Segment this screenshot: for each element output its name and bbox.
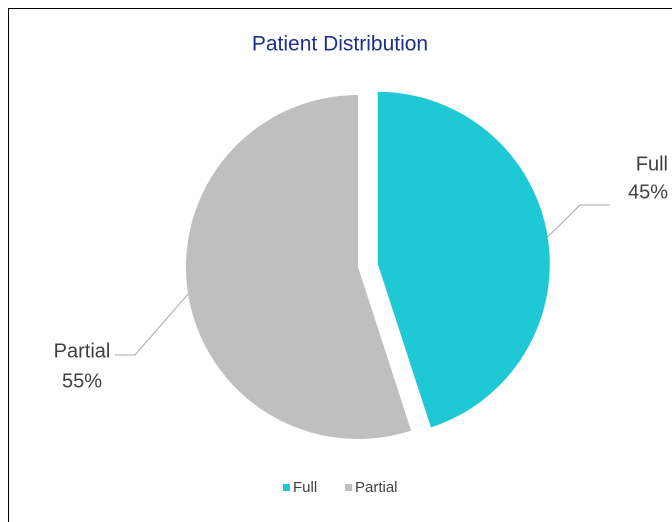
leader-line [547, 204, 610, 238]
legend-label: Partial [355, 479, 398, 496]
data-label-category: Partial [54, 340, 111, 362]
legend-swatch [283, 484, 290, 491]
data-label-category: Full [636, 153, 668, 175]
leader-line [115, 293, 189, 356]
pie-slice [377, 91, 550, 428]
data-label-value: 55% [62, 370, 102, 392]
pie-slice [186, 95, 412, 439]
legend-label: Full [293, 479, 317, 496]
data-label-value: 45% [628, 181, 668, 203]
legend-swatch [345, 484, 352, 491]
chart-title: Patient Distribution [252, 33, 428, 56]
